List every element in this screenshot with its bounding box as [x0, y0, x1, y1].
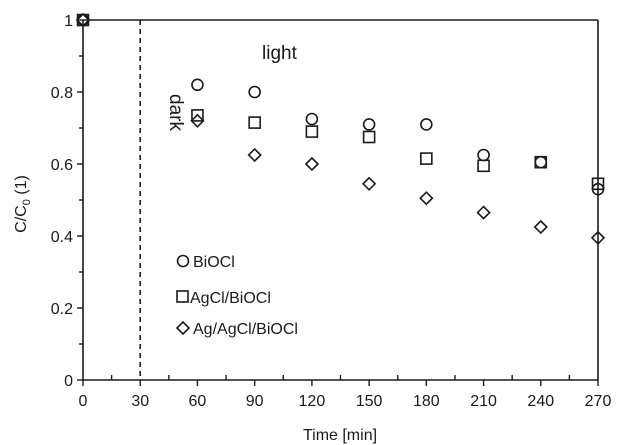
x-tick-label: 270 — [585, 393, 612, 410]
data-point-diamond — [476, 205, 491, 220]
data-point-diamond — [419, 191, 434, 206]
legend: BiOCl AgCl/BiOCl Ag/AgCl/BiOCl — [175, 254, 298, 338]
y-axis-title-subscript: 0 — [21, 199, 33, 205]
y-tick-label: 0.4 — [51, 229, 73, 246]
y-axis-title-unit: (1) — [13, 175, 30, 199]
legend-marker-square — [176, 290, 189, 303]
y-tick-label: 1 — [64, 13, 73, 30]
data-point-circle — [191, 78, 204, 92]
legend-label-agcl-biocl: AgCl/BiOCl — [190, 290, 271, 307]
y-axis-title-main: C/C — [13, 205, 30, 233]
y-tick-label: 0.8 — [51, 85, 73, 102]
data-series — [75, 12, 606, 245]
data-point-square — [591, 177, 605, 191]
data-point-square — [248, 116, 261, 129]
data-point-square — [362, 130, 376, 144]
dark-label: dark — [165, 94, 186, 131]
x-tick-label: 150 — [356, 393, 383, 410]
data-point-square — [477, 159, 490, 173]
series-circle — [76, 13, 605, 196]
x-tick-label: 90 — [246, 393, 264, 410]
data-point-diamond — [533, 219, 548, 235]
x-tick-label: 120 — [299, 393, 326, 410]
data-point-circle — [305, 112, 319, 126]
legend-marker-circle — [176, 254, 190, 268]
light-label: light — [262, 43, 298, 64]
legend-label-ag-agcl-biocl: Ag/AgCl/BiOCl — [193, 321, 298, 338]
data-point-diamond — [75, 12, 91, 28]
data-point-square — [420, 152, 433, 165]
y-tick-label: 0.6 — [51, 157, 73, 174]
data-point-diamond — [247, 147, 262, 163]
legend-item-biocl: BiOCl — [176, 254, 235, 271]
x-tick-label: 0 — [79, 393, 88, 410]
data-point-diamond — [304, 156, 320, 172]
series-diamond — [75, 12, 606, 245]
data-point-diamond — [590, 230, 606, 245]
data-point-square — [534, 155, 548, 169]
axes — [82, 19, 599, 381]
data-point-circle — [362, 118, 376, 131]
y-axis-title: C/C0 (1) — [13, 175, 33, 233]
y-ticks: 0 0.2 0.4 0.6 0.8 1 — [51, 13, 83, 390]
data-point-diamond — [361, 176, 377, 191]
data-point-diamond — [190, 113, 205, 128]
data-point-square — [191, 109, 204, 122]
legend-label-biocl: BiOCl — [193, 254, 235, 271]
data-point-circle — [477, 148, 490, 162]
x-tick-label: 60 — [189, 393, 207, 410]
x-tick-label: 30 — [131, 393, 149, 410]
y-tick-label: 0 — [64, 373, 73, 390]
x-tick-label: 210 — [470, 393, 497, 410]
data-point-circle — [420, 118, 433, 131]
legend-marker-diamond — [175, 320, 191, 336]
y-tick-label: 0.2 — [51, 301, 73, 318]
x-ticks: 0 30 60 90 120 150 180 210 240 270 — [79, 375, 612, 410]
data-point-square — [305, 125, 319, 138]
x-axis-title: Time [min] — [303, 427, 377, 444]
legend-item-ag-agcl-biocl: Ag/AgCl/BiOCl — [175, 320, 298, 338]
legend-item-agcl-biocl: AgCl/BiOCl — [176, 290, 271, 307]
x-tick-label: 240 — [527, 393, 554, 410]
data-point-circle — [248, 85, 261, 99]
data-point-circle — [534, 155, 548, 169]
series-square — [76, 13, 605, 191]
x-tick-label: 180 — [413, 393, 440, 410]
